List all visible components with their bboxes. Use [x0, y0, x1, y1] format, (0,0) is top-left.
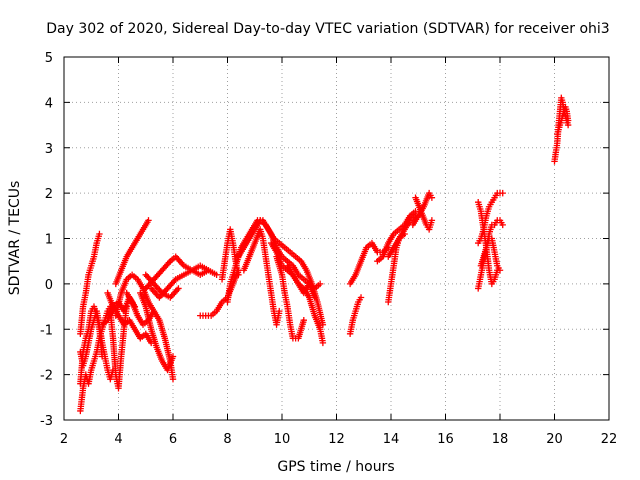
y-tick-label: 0	[45, 278, 53, 293]
data-point-marker	[169, 353, 177, 360]
data-point-marker	[205, 267, 212, 274]
data-point-marker	[300, 316, 307, 324]
x-tick-label: 20	[546, 432, 563, 447]
data-point-marker	[276, 307, 283, 315]
x-tick-label: 8	[223, 432, 231, 447]
data-point-marker	[494, 267, 501, 274]
y-tick-label: 2	[45, 187, 53, 202]
x-tick-label: 10	[274, 432, 291, 447]
x-tick-label: 14	[383, 432, 400, 447]
data-point-marker	[96, 230, 103, 238]
grid	[64, 57, 609, 420]
data-point-marker	[564, 117, 572, 124]
y-tick-label: 4	[45, 96, 53, 111]
data-marks	[77, 94, 572, 415]
y-tick-label: 3	[45, 142, 53, 157]
data-point-marker	[175, 285, 182, 292]
x-tick-label: 2	[60, 432, 68, 447]
x-tick-label: 18	[492, 432, 509, 447]
data-point-marker	[98, 353, 106, 360]
x-tick-label: 4	[114, 432, 122, 447]
x-axis-label: GPS time / hours	[277, 459, 394, 475]
data-point-marker	[169, 375, 177, 383]
data-point-marker	[150, 307, 158, 315]
y-axis-label: SDTVAR / TECUs	[7, 181, 23, 296]
x-tick-label: 16	[437, 432, 454, 447]
y-tick-label: -2	[40, 369, 53, 384]
y-tick-label: -3	[40, 414, 53, 429]
data-point-marker	[316, 280, 324, 288]
data-point-marker	[401, 230, 408, 238]
x-tick-label: 12	[328, 432, 345, 447]
x-tick-label: 22	[601, 432, 618, 447]
data-point-marker	[319, 339, 327, 347]
y-tick-label: 1	[45, 233, 53, 248]
data-point-marker	[311, 294, 318, 301]
chart-title: Day 302 of 2020, Sidereal Day-to-day VTE…	[46, 21, 609, 37]
plot-frame	[63, 56, 610, 421]
x-tick-label: 6	[169, 432, 177, 447]
data-point-marker	[235, 271, 242, 278]
y-tick-label: -1	[40, 323, 53, 338]
data-point-marker	[428, 194, 436, 201]
y-tick-label: 5	[45, 51, 53, 66]
data-point-marker	[357, 294, 365, 301]
data-point-marker	[499, 221, 506, 229]
data-point-marker	[145, 217, 152, 224]
data-point-marker	[213, 271, 220, 278]
data-point-marker	[428, 217, 436, 224]
data-point-marker	[499, 189, 506, 197]
